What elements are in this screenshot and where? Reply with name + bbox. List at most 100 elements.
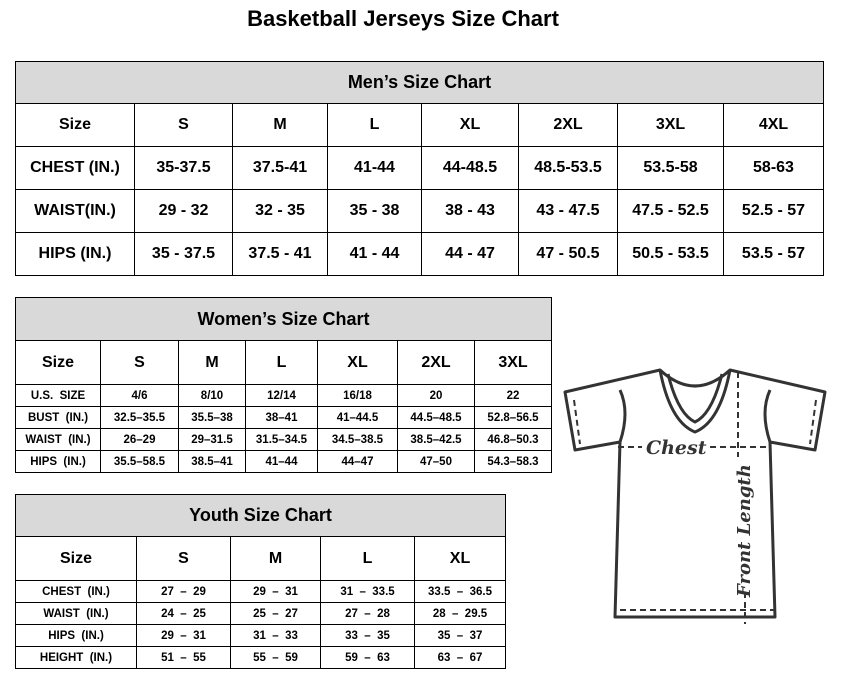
size-header-cell: L [320,536,415,581]
front-length-label: Front Length [734,464,755,598]
table-cell: 51 – 55 [136,646,231,669]
table-cell: 38.5–41 [178,450,246,473]
table-cell: 35-37.5 [134,146,233,190]
size-header-cell: 3XL [473,340,553,385]
table-cell: 8/10 [178,384,246,407]
table-cell: 41 - 44 [327,232,422,276]
table-cell: 22 [473,384,553,407]
table-cell: 44 - 47 [421,232,519,276]
table-cell: 47–50 [397,450,475,473]
size-header-cell: Size [15,536,137,581]
table-cell: 32 - 35 [232,189,328,233]
table-cell: 41–44 [245,450,318,473]
table-cell: 29 - 32 [134,189,233,233]
row-label: CHEST (IN.) [15,580,137,603]
mens-size-table: Men’s Size Chart Size S M L XL 2XL 3XL 4XL CHEST … [15,61,824,276]
shirt-outline [563,368,827,619]
table-cell: 33.5 – 36.5 [413,580,507,603]
table-cell: 34.5–38.5 [317,428,398,451]
table-cell: 55 – 59 [230,646,321,669]
table-cell: 63 – 67 [413,646,507,669]
table-row: U.S. SIZE 4/6 8/10 12/14 16/18 20 22 [15,384,553,407]
table-cell: 38.5–42.5 [397,428,475,451]
table-row: CHEST (IN.) 35-37.5 37.5-41 41-44 44-48.5 48.… [15,146,824,190]
table-cell: 29 – 31 [136,624,231,647]
table-cell: 29 – 31 [230,580,321,603]
table-cell: 44-48.5 [421,146,519,190]
table-cell: 24 – 25 [136,602,231,625]
women-chart-title: Women’s Size Chart [14,297,553,341]
size-header-cell: 2XL [518,103,618,147]
table-cell: 52.5 - 57 [723,189,824,233]
size-header-cell: L [245,340,318,385]
size-header-cell: 4XL [723,103,824,147]
table-cell: 52.8–56.5 [473,406,553,429]
table-cell: 44–47 [317,450,398,473]
table-row: CHEST (IN.) 27 – 29 29 – 31 31 – 33.5 33.5 –… [15,580,507,603]
size-header-cell: S [100,340,179,385]
table-cell: 16/18 [317,384,398,407]
row-label: U.S. SIZE [15,384,101,407]
table-cell: 47.5 - 52.5 [617,189,724,233]
table-cell: 48.5-53.5 [518,146,618,190]
size-header-row: Size S M L XL [15,536,507,581]
table-cell: 32.5–35.5 [100,406,179,429]
size-header-row: Size S M L XL 2XL 3XL 4XL [15,103,824,147]
size-header-cell: 3XL [617,103,724,147]
table-row: HIPS (IN.) 29 – 31 31 – 33 33 – 35 35 – 37 [15,624,507,647]
size-header-cell: L [327,103,422,147]
size-header-cell: XL [421,103,519,147]
table-cell: 59 – 63 [320,646,415,669]
table-cell: 46.8–50.3 [473,428,553,451]
table-cell: 41-44 [327,146,422,190]
row-label: HIPS (IN.) [15,624,137,647]
table-cell: 53.5 - 57 [723,232,824,276]
table-cell: 33 – 35 [320,624,415,647]
size-header-cell: M [232,103,328,147]
table-cell: 28 – 29.5 [413,602,507,625]
table-cell: 37.5 - 41 [232,232,328,276]
table-row: BUST (IN.) 32.5–35.5 35.5–38 38–41 41–44.5 44… [15,406,553,429]
size-header-cell: XL [317,340,398,385]
row-label: BUST (IN.) [15,406,101,429]
row-label: CHEST (IN.) [15,146,135,190]
row-label: WAIST (IN.) [15,428,101,451]
table-cell: 35 – 37 [413,624,507,647]
row-label: HEIGHT (IN.) [15,646,137,669]
table-row: HIPS (IN.) 35 - 37.5 37.5 - 41 41 - 44 44 - … [15,232,824,276]
table-cell: 58-63 [723,146,824,190]
size-header-cell: M [230,536,321,581]
table-cell: 41–44.5 [317,406,398,429]
womens-size-table: Women’s Size Chart Size S M L XL 2XL 3XL U.S. SI… [14,297,553,473]
table-cell: 20 [397,384,475,407]
page-title: Basketball Jerseys Size Chart [247,6,559,31]
row-label: WAIST(IN.) [15,189,135,233]
chest-label: Chest [646,437,707,459]
table-cell: 44.5–48.5 [397,406,475,429]
table-cell: 4/6 [100,384,179,407]
table-cell: 27 – 29 [136,580,231,603]
table-cell: 29–31.5 [178,428,246,451]
table-row: HIPS (IN.) 35.5–58.5 38.5–41 41–44 44–47 47–5… [15,450,553,473]
table-cell: 26–29 [100,428,179,451]
row-label: WAIST (IN.) [15,602,137,625]
table-cell: 35 - 38 [327,189,422,233]
table-row: HEIGHT (IN.) 51 – 55 55 – 59 59 – 63 63 – 67 [15,646,507,669]
size-header-cell: S [136,536,231,581]
table-cell: 35.5–58.5 [100,450,179,473]
table-cell: 43 - 47.5 [518,189,618,233]
table-cell: 37.5-41 [232,146,328,190]
size-header-cell: XL [413,536,507,581]
youth-size-table: Youth Size Chart Size S M L XL CHEST (IN.) 27 –… [14,494,507,669]
table-row: WAIST (IN.) 24 – 25 25 – 27 27 – 28 28 – 29.… [15,602,507,625]
size-header-cell: Size [15,103,135,147]
table-cell: 31 – 33.5 [320,580,415,603]
size-header-row: Size S M L XL 2XL 3XL [15,340,553,385]
size-header-cell: S [134,103,233,147]
table-row: WAIST (IN.) 26–29 29–31.5 31.5–34.5 34.5–38.… [15,428,553,451]
table-cell: 50.5 - 53.5 [617,232,724,276]
collar [658,369,732,434]
jersey-diagram: Chest Front Length [563,368,827,624]
table-cell: 35.5–38 [178,406,246,429]
table-cell: 31 – 33 [230,624,321,647]
